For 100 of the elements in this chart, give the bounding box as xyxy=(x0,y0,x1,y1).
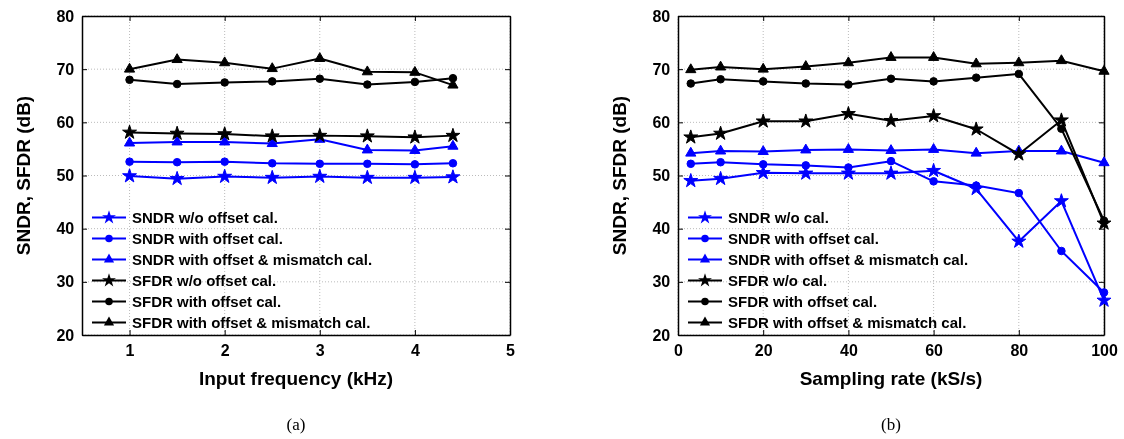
point xyxy=(683,173,699,188)
point xyxy=(929,177,938,186)
point xyxy=(363,80,372,89)
point xyxy=(1098,156,1110,167)
y-tick-label: 20 xyxy=(652,326,671,344)
legend-label: SFDR with offset & mismatch cal. xyxy=(728,313,967,331)
point xyxy=(970,146,982,157)
point xyxy=(220,157,229,166)
y-tick-label: 20 xyxy=(56,326,75,344)
y-tick-label: 60 xyxy=(652,113,671,131)
point xyxy=(409,144,421,154)
point xyxy=(1053,112,1069,127)
point xyxy=(883,165,899,180)
x-tick-label: 100 xyxy=(1091,341,1118,359)
x-tick-label: 4 xyxy=(410,341,420,359)
point xyxy=(122,168,138,183)
point xyxy=(758,160,768,169)
point xyxy=(123,136,136,147)
point xyxy=(755,113,771,128)
y-tick-label: 70 xyxy=(652,60,671,78)
point xyxy=(800,60,812,70)
point xyxy=(219,135,231,146)
text: (a) xyxy=(286,415,306,434)
point xyxy=(315,159,325,169)
point xyxy=(312,127,328,143)
x-tick-label: 2 xyxy=(220,341,230,359)
point xyxy=(169,125,185,140)
point xyxy=(883,112,899,128)
point xyxy=(1055,54,1067,65)
point xyxy=(929,77,938,86)
point xyxy=(217,126,233,141)
point xyxy=(122,124,138,139)
point xyxy=(264,128,280,143)
point xyxy=(1098,64,1110,75)
point xyxy=(171,53,183,64)
y-tick-label: 80 xyxy=(652,7,671,25)
point xyxy=(445,169,461,184)
point xyxy=(363,159,372,169)
point xyxy=(445,127,461,143)
legend-label: SNDR w/o offset cal. xyxy=(132,208,278,226)
x-axis-title: Input frequency (kHz) xyxy=(198,368,394,389)
x-tick-label: 3 xyxy=(315,341,325,359)
point xyxy=(1057,246,1066,256)
point xyxy=(314,52,326,62)
legend-label: SNDR w/o cal. xyxy=(728,208,829,226)
point xyxy=(448,158,458,168)
legend-label: SFDR with offset & mismatch cal. xyxy=(132,313,371,331)
point xyxy=(801,161,811,170)
point xyxy=(928,51,940,61)
point xyxy=(410,77,420,87)
legend-label: SFDR w/o cal. xyxy=(728,271,828,289)
point xyxy=(798,113,814,128)
x-tick-label: 20 xyxy=(754,341,773,359)
x-tick-label: 0 xyxy=(674,341,684,359)
point xyxy=(758,77,768,86)
point xyxy=(361,143,373,154)
y-tick-label: 40 xyxy=(652,220,671,238)
point xyxy=(315,74,325,84)
x-tick-label: 5 xyxy=(506,341,516,359)
point xyxy=(447,139,459,150)
point xyxy=(926,108,942,123)
point xyxy=(885,144,897,154)
point xyxy=(407,169,423,185)
point xyxy=(361,65,373,76)
y-axis-title: SNDR, SFDR (dB) xyxy=(609,95,630,256)
point xyxy=(842,143,854,153)
point xyxy=(715,144,727,155)
point xyxy=(1099,288,1109,297)
x-tick-label: 80 xyxy=(1010,341,1029,359)
point xyxy=(1014,69,1024,79)
point xyxy=(968,121,984,136)
point xyxy=(264,169,280,185)
point xyxy=(125,157,134,166)
y-axis-title: SNDR, SFDR (dB) xyxy=(13,95,34,256)
point xyxy=(840,106,856,121)
point xyxy=(266,62,278,73)
legend-label: SFDR with offset cal. xyxy=(132,292,282,310)
point xyxy=(685,63,697,74)
point xyxy=(1013,56,1025,67)
text: (b) xyxy=(881,415,901,434)
point xyxy=(685,146,697,157)
point xyxy=(172,79,182,89)
legend-label: SNDR with offset & mismatch cal. xyxy=(132,250,373,268)
point xyxy=(926,162,942,178)
y-tick-label: 30 xyxy=(652,273,671,291)
point xyxy=(716,74,725,84)
point xyxy=(716,157,725,167)
x-axis-title: Sampling rate (kS/s) xyxy=(799,368,983,389)
y-tick-label: 50 xyxy=(652,167,671,185)
point xyxy=(359,169,375,185)
point xyxy=(217,168,233,183)
point xyxy=(886,156,896,166)
legend-label: SNDR with offset cal. xyxy=(132,229,283,247)
point xyxy=(1053,193,1069,208)
point xyxy=(715,60,727,71)
point xyxy=(1011,233,1027,248)
y-tick-label: 40 xyxy=(56,220,75,238)
point xyxy=(801,79,811,88)
legend-label: SFDR w/o offset cal. xyxy=(132,271,277,289)
point xyxy=(267,158,277,168)
